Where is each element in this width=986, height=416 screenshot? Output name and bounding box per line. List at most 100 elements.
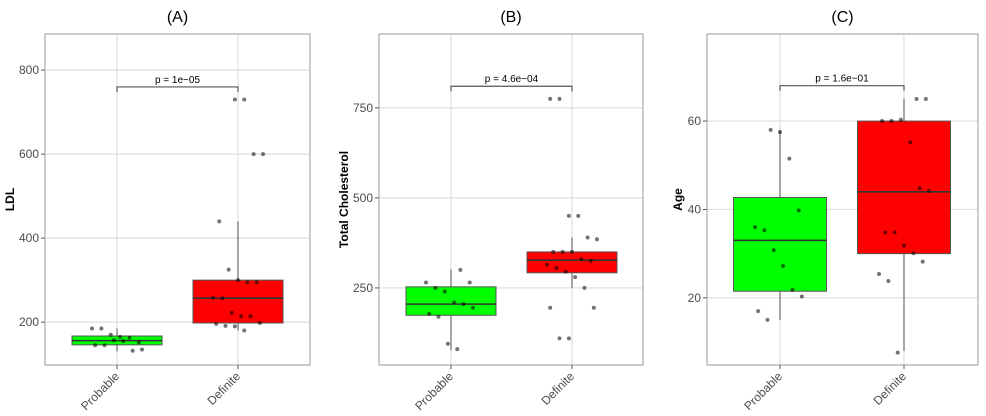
y-axis-label: Total Cholesterol — [337, 151, 351, 248]
y-tick-label: 20 — [688, 291, 702, 305]
data-point — [245, 280, 250, 285]
box-definite — [526, 251, 618, 274]
data-point — [877, 271, 881, 276]
data-point — [753, 225, 757, 230]
data-point — [433, 285, 438, 290]
data-point — [226, 267, 231, 272]
data-point — [902, 243, 906, 248]
data-point — [136, 340, 141, 345]
x-tick-label: Definite — [204, 369, 243, 408]
data-point — [588, 258, 593, 263]
data-point — [799, 294, 804, 299]
data-point — [892, 230, 897, 235]
data-point — [762, 228, 767, 233]
data-point — [236, 278, 240, 283]
panel-border — [44, 33, 311, 366]
data-point — [595, 237, 599, 242]
data-point — [458, 267, 463, 272]
box-probable — [405, 286, 497, 316]
box-definite — [192, 279, 284, 324]
panel-c: 20 40 60 p = 1.6e−01 Probable Definite (C) Age — [671, 9, 979, 413]
data-point — [130, 348, 135, 353]
data-point — [557, 96, 562, 101]
data-point — [560, 249, 565, 254]
data-point — [93, 343, 98, 348]
box-definite — [857, 120, 951, 255]
data-point — [585, 235, 590, 240]
significance-bracket — [116, 86, 239, 92]
data-point — [911, 251, 916, 256]
y-tick-label: 200 — [19, 315, 39, 329]
x-tick-label: Probable — [412, 369, 456, 413]
y-axis-label: LDL — [3, 188, 17, 211]
data-point — [251, 152, 256, 157]
y-tick-label: 600 — [19, 147, 39, 161]
panel-border — [706, 33, 979, 366]
y-tick-label: 750 — [353, 101, 373, 115]
p-value-label: p = 1e−05 — [155, 75, 200, 86]
data-point — [787, 156, 792, 161]
panel-title: (C) — [831, 9, 853, 26]
data-point — [768, 127, 773, 132]
data-point — [427, 311, 432, 316]
data-point — [563, 269, 568, 274]
data-point — [467, 280, 472, 285]
data-point — [248, 314, 253, 319]
data-point — [927, 188, 931, 193]
data-point — [254, 280, 259, 285]
data-point — [576, 213, 581, 218]
data-point — [765, 317, 770, 322]
data-point — [771, 248, 776, 253]
data-point — [570, 249, 574, 254]
data-point — [781, 264, 786, 269]
data-point — [214, 321, 219, 326]
data-point — [545, 262, 549, 267]
data-point — [211, 295, 215, 300]
data-point — [442, 289, 447, 294]
data-point — [239, 314, 244, 319]
data-point — [121, 339, 126, 344]
data-point — [127, 335, 132, 340]
data-point — [242, 97, 247, 102]
data-point — [257, 320, 262, 325]
data-point — [920, 259, 925, 264]
data-point — [548, 305, 553, 310]
p-value-label: p = 4.6e−04 — [485, 74, 539, 85]
data-point — [232, 97, 237, 102]
data-point — [217, 219, 222, 224]
x-tick-label: Probable — [741, 369, 785, 413]
data-point — [554, 266, 559, 271]
data-point — [229, 310, 234, 315]
data-point — [796, 208, 801, 213]
panel-b: 250 500 750 p = 4.6e−04 Probable Definite (B) T… — [337, 9, 644, 413]
data-point — [557, 336, 562, 341]
data-point — [917, 186, 922, 191]
data-point — [573, 275, 578, 280]
data-point — [898, 117, 903, 122]
y-tick-label: 500 — [353, 191, 373, 205]
y-tick-label: 800 — [19, 63, 39, 77]
data-point — [790, 287, 795, 292]
x-tick-label: Probable — [78, 369, 122, 413]
x-tick-label: Definite — [538, 369, 577, 408]
data-point — [880, 119, 885, 124]
data-point — [883, 230, 888, 235]
significance-bracket — [779, 85, 905, 91]
data-point — [223, 323, 228, 328]
panel-border — [378, 33, 644, 366]
data-point — [778, 130, 782, 135]
y-axis-label: Age — [671, 188, 685, 211]
data-point — [579, 257, 584, 262]
data-point — [455, 347, 460, 352]
data-point — [908, 140, 913, 145]
data-point — [461, 302, 466, 307]
data-point — [566, 336, 571, 341]
panel-a: 200 400 600 800 p = 1e−05 Probable Definite (A)… — [3, 9, 311, 413]
data-point — [220, 296, 225, 301]
data-point — [452, 300, 457, 305]
data-point — [242, 328, 247, 333]
data-point — [261, 152, 265, 157]
data-point — [551, 249, 556, 254]
p-value-label: p = 1.6e−01 — [815, 74, 869, 85]
panel-title: (B) — [500, 9, 521, 26]
